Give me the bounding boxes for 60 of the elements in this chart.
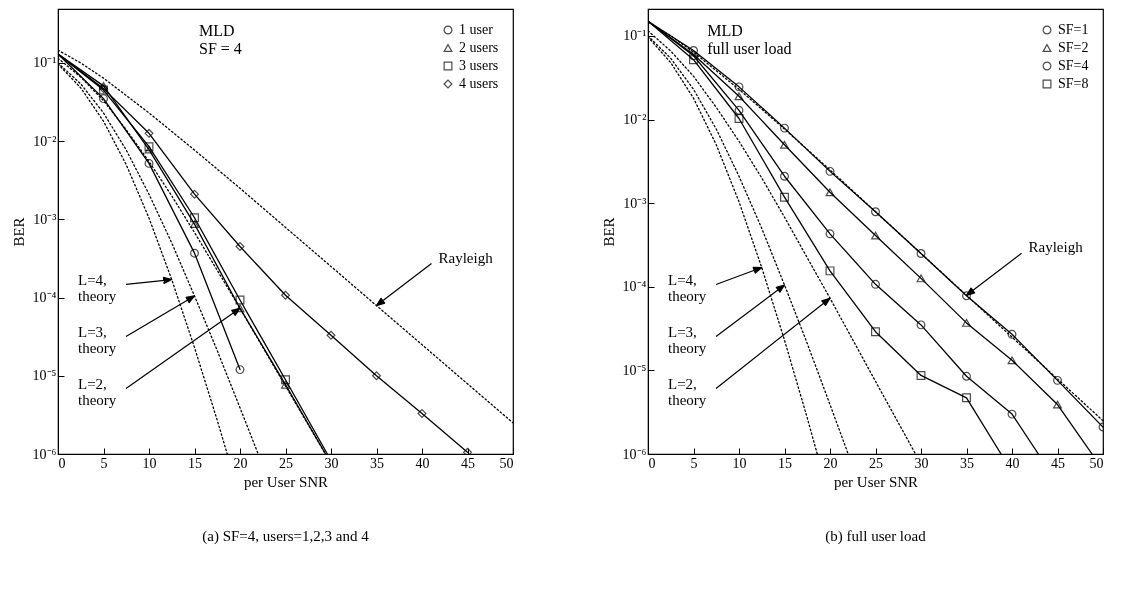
y-tick-label: 10⁻⁴ (622, 279, 647, 295)
annotation: L=2, theory (78, 376, 117, 409)
x-tick-label: 35 (370, 455, 384, 471)
x-tick-label: 40 (415, 455, 430, 471)
annotation: full user load (707, 40, 792, 58)
x-tick-label: 25 (279, 455, 293, 471)
x-tick-label: 0 (648, 455, 656, 471)
x-tick-label: 50 (499, 455, 514, 471)
annotation: L=3, theory (668, 324, 707, 357)
legend-label: 4 users (459, 76, 499, 91)
x-tick-label: 35 (960, 455, 974, 471)
text: (b) full user load (825, 528, 927, 545)
x-tick-label: 10 (142, 455, 157, 471)
x-tick-label: 30 (324, 455, 339, 471)
x-tick-label: 15 (188, 455, 202, 471)
y-tick-label: 10⁻² (623, 112, 647, 128)
x-tick-label: 5 (100, 455, 108, 471)
y-tick-label: 10⁻⁵ (32, 368, 57, 384)
annotation: L=4, theory (668, 272, 707, 305)
x-tick-label: 20 (823, 455, 838, 471)
annotation: L=2, theory (668, 376, 707, 409)
annotation: Rayleigh (438, 249, 494, 266)
x-axis-title: per User SNR (243, 473, 329, 490)
x-tick-label: 50 (1089, 455, 1104, 471)
legend-label: SF=1 (1058, 22, 1089, 37)
y-axis-title: BER (600, 217, 617, 247)
y-tick-label: 10⁻¹ (623, 28, 647, 44)
x-tick-label: 20 (233, 455, 248, 471)
x-tick-label: 45 (1051, 455, 1065, 471)
y-tick-label: 10⁻⁶ (622, 446, 647, 462)
x-axis-title: per User SNR (833, 473, 919, 490)
legend-label: 1 user (459, 22, 494, 37)
y-tick-label: 10⁻⁶ (32, 446, 57, 462)
annotation: L=4, theory (78, 272, 117, 305)
y-tick-label: 10⁻³ (623, 195, 647, 211)
legend-label: SF=8 (1058, 76, 1089, 91)
legend-label: 3 users (459, 58, 499, 73)
x-tick-label: 5 (690, 455, 698, 471)
x-tick-label: 25 (869, 455, 883, 471)
annotation: SF = 4 (199, 40, 242, 58)
y-tick-label: 10⁻⁴ (32, 290, 57, 306)
legend-label: 2 users (459, 40, 499, 55)
annotation: L=3, theory (78, 324, 117, 357)
x-tick-label: 15 (778, 455, 792, 471)
annotation: MLD (199, 22, 235, 40)
y-tick-label: 10⁻¹ (33, 55, 57, 71)
x-tick-label: 10 (732, 455, 747, 471)
y-tick-label: 10⁻² (33, 133, 57, 149)
y-tick-label: 10⁻⁵ (622, 362, 647, 378)
y-tick-label: 10⁻³ (33, 211, 57, 227)
y-axis-title: BER (10, 217, 27, 247)
annotation: Rayleigh (1028, 239, 1084, 256)
text: (a) SF=4, users=1,2,3 and 4 (202, 528, 370, 545)
x-tick-label: 0 (58, 455, 66, 471)
x-tick-label: 40 (1005, 455, 1020, 471)
x-tick-label: 45 (461, 455, 475, 471)
legend-label: SF=4 (1058, 58, 1089, 73)
annotation: MLD (707, 22, 743, 40)
x-tick-label: 30 (914, 455, 929, 471)
legend-label: SF=2 (1058, 40, 1089, 55)
